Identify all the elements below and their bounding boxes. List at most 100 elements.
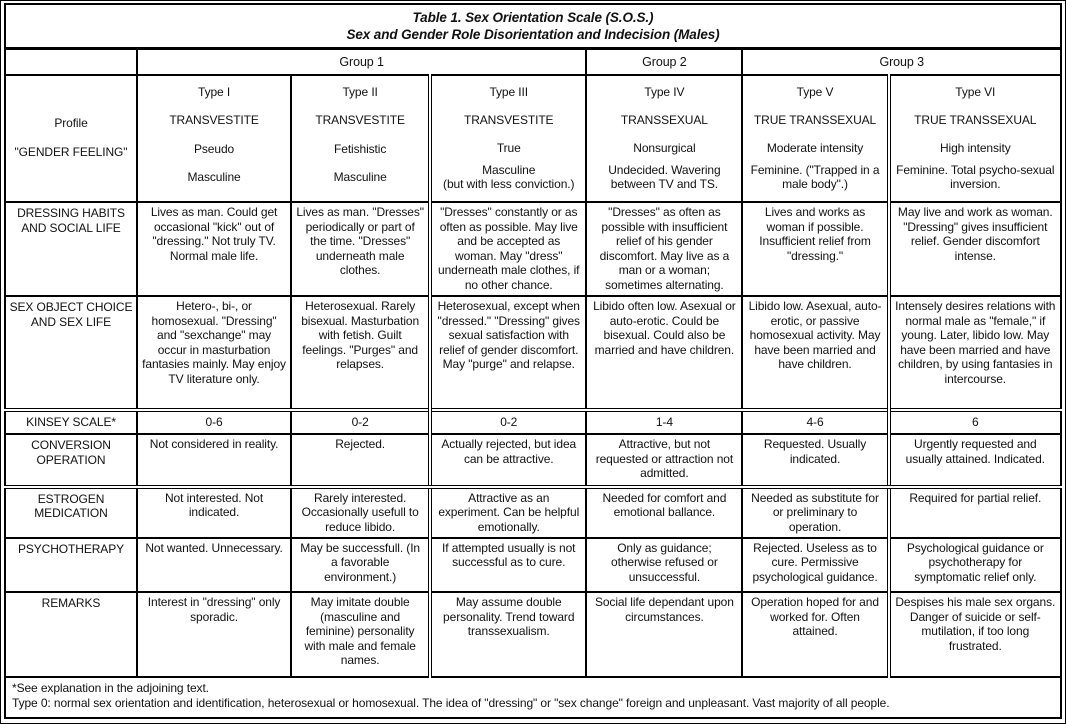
cell-kinsey-type-6: 6 xyxy=(886,407,1063,436)
type-number: Type V xyxy=(796,84,834,99)
gender-feeling-label: "GENDER FEELING" xyxy=(14,144,128,159)
type-subtype: High intensity xyxy=(939,141,1011,156)
cell-psychotherapy-type-3: If attempted usually is not successful a… xyxy=(428,536,588,594)
group-3-header: Group 3 xyxy=(741,47,1062,76)
row-label-kinsey-scale: KINSEY SCALE* xyxy=(4,407,138,436)
title-row: Table 1. Sex Orientation Scale (S.O.S.) … xyxy=(4,3,1062,50)
remarks-row: REMARKS Interest in "dressing" only spor… xyxy=(4,591,1063,679)
cell-kinsey-type-5: 4-6 xyxy=(741,407,890,436)
type-feeling: Undecided. Wavering between TV and TS. xyxy=(608,162,721,192)
sos-table: Table 1. Sex Orientation Scale (S.O.S.) … xyxy=(4,3,1063,719)
cell-dressing-type-1: Lives as man. Could get occasional "kick… xyxy=(135,201,293,298)
profile-row: Profile "GENDER FEELING" Type I TRANSVES… xyxy=(4,73,1063,204)
type-feeling: Feminine. ("Trapped in a male body".) xyxy=(750,162,880,192)
type-subtype: Fetishistic xyxy=(334,141,387,156)
cell-psychotherapy-type-1: Not wanted. Unnecessary. xyxy=(135,536,293,594)
type-number: Type I xyxy=(198,84,231,99)
cell-kinsey-type-1: 0-6 xyxy=(135,407,293,436)
cell-remarks-type-3: May assume double personality. Trend tow… xyxy=(428,591,588,679)
cell-sexobject-type-3: Heterosexual, except when "dressed." "Dr… xyxy=(428,295,588,411)
type-name: TRANSVESTITE xyxy=(463,113,554,128)
group-2-header: Group 2 xyxy=(585,47,744,76)
cell-estrogen-type-1: Not interested. Not indicated. xyxy=(135,485,293,539)
type-number: Type III xyxy=(489,84,529,99)
cell-dressing-type-6: May live and work as woman. "Dressing" g… xyxy=(886,201,1063,298)
type-number: Type VI xyxy=(955,84,996,99)
cell-remarks-type-2: May imitate double (masculine and femini… xyxy=(290,591,432,679)
profile-stack: Type VI TRUE TRANSSEXUAL High intensity … xyxy=(894,77,1057,194)
cell-conversion-type-4: Attractive, but not requested or attract… xyxy=(585,433,744,489)
type-name: TRUE TRANSSEXUAL xyxy=(914,113,1037,128)
type-subtype: Moderate intensity xyxy=(766,141,864,156)
group-1-header: Group 1 xyxy=(135,47,588,76)
row-label-sex-object: SEX OBJECT CHOICE AND SEX LIFE xyxy=(4,295,138,411)
table-title-line2: Sex and Gender Role Disorientation and I… xyxy=(346,27,720,42)
profile-cell-type-1: Type I TRANSVESTITE Pseudo Masculine xyxy=(135,73,293,204)
cell-dressing-type-2: Lives as man. "Dresses" periodically or … xyxy=(290,201,432,298)
estrogen-medication-row: ESTROGEN MEDICATION Not interested. Not … xyxy=(4,485,1063,539)
footnote-type-0: Type 0: normal sex orientation and ident… xyxy=(12,696,890,711)
type-feeling: Masculine (but with less conviction.) xyxy=(443,162,575,192)
type-feeling: Feminine. Total psycho-sexual inversion. xyxy=(896,162,1055,192)
profile-label-spacer-top xyxy=(8,81,134,110)
profile-cell-type-2: Type II TRANSVESTITE Fetishistic Masculi… xyxy=(290,73,432,204)
type-subtype: Pseudo xyxy=(194,141,235,156)
type-feeling: Masculine xyxy=(187,170,241,185)
cell-conversion-type-6: Urgently requested and usually attained.… xyxy=(886,433,1063,489)
profile-label: Profile xyxy=(54,116,88,131)
cell-psychotherapy-type-5: Rejected. Useless as to cure. Permissive… xyxy=(741,536,890,594)
table-title-line1: Table 1. Sex Orientation Scale (S.O.S.) xyxy=(412,10,654,25)
cell-kinsey-type-2: 0-2 xyxy=(290,407,432,436)
profile-label-spacer-bottom xyxy=(8,166,134,195)
cell-conversion-type-2: Rejected. xyxy=(290,433,432,489)
profile-cell-type-4: Type IV TRANSSEXUAL Nonsurgical Undecide… xyxy=(585,73,744,204)
footnote-row: *See explanation in the adjoining text. … xyxy=(4,676,1062,719)
cell-estrogen-type-2: Rarely interested. Occasionally usefull … xyxy=(290,485,432,539)
cell-dressing-type-4: "Dresses" as often as possible with insu… xyxy=(585,201,744,298)
cell-estrogen-type-4: Needed for comfort and emotional ballanc… xyxy=(585,485,744,539)
cell-dressing-type-5: Lives and works as woman if possible. In… xyxy=(741,201,890,298)
footnote-cell: *See explanation in the adjoining text. … xyxy=(4,676,1062,719)
type-subtype: Nonsurgical xyxy=(633,141,696,156)
cell-sexobject-type-2: Heterosexual. Rarely bisexual. Masturbat… xyxy=(290,295,432,411)
row-label-dressing-habits: DRESSING HABITS AND SOCIAL LIFE xyxy=(4,201,138,298)
sex-object-row: SEX OBJECT CHOICE AND SEX LIFE Hetero-, … xyxy=(4,295,1063,411)
type-name: TRANSVESTITE xyxy=(315,113,405,128)
cell-psychotherapy-type-2: May be successfull. (In a favorable envi… xyxy=(290,536,432,594)
group-header-spacer xyxy=(4,47,138,76)
profile-cell-type-5: Type V TRUE TRANSSEXUAL Moderate intensi… xyxy=(741,73,890,204)
profile-cell-type-6: Type VI TRUE TRANSSEXUAL High intensity … xyxy=(886,73,1063,204)
type-feeling: Masculine xyxy=(333,170,387,185)
cell-sexobject-type-6: Intensely desires relations with normal … xyxy=(886,295,1063,411)
group-header-row: Group 1 Group 2 Group 3 xyxy=(4,47,1062,76)
profile-stack: Type I TRANSVESTITE Pseudo Masculine xyxy=(141,77,287,194)
cell-conversion-type-5: Requested. Usually indicated. xyxy=(741,433,890,489)
row-label-profile: Profile "GENDER FEELING" xyxy=(4,73,138,204)
profile-cell-type-3: Type III TRANSVESTITE True Masculine (bu… xyxy=(428,73,588,204)
cell-estrogen-type-3: Attractive as an experiment. Can be help… xyxy=(428,485,588,539)
dressing-habits-row: DRESSING HABITS AND SOCIAL LIFE Lives as… xyxy=(4,201,1063,298)
row-label-estrogen-medication: ESTROGEN MEDICATION xyxy=(4,485,138,539)
cell-estrogen-type-5: Needed as substitute for or preliminary … xyxy=(741,485,890,539)
row-label-conversion-operation: CONVERSION OPERATION xyxy=(4,433,138,489)
cell-conversion-type-3: Actually rejected, but idea can be attra… xyxy=(428,433,588,489)
conversion-operation-row: CONVERSION OPERATION Not considered in r… xyxy=(4,433,1063,489)
type-name: TRANSVESTITE xyxy=(169,113,259,128)
type-name: TRANSSEXUAL xyxy=(620,113,708,128)
cell-sexobject-type-1: Hetero-, bi-, or homosexual. "Dressing" … xyxy=(135,295,293,411)
cell-psychotherapy-type-4: Only as guidance; otherwise refused or u… xyxy=(585,536,744,594)
cell-psychotherapy-type-6: Psychological guidance or psychotherapy … xyxy=(886,536,1063,594)
cell-kinsey-type-4: 1-4 xyxy=(585,407,744,436)
type-number: Type II xyxy=(342,84,378,99)
footnote-asterisk: *See explanation in the adjoining text. xyxy=(12,681,209,696)
cell-remarks-type-6: Despises his male sex organs. Danger of … xyxy=(886,591,1063,679)
profile-stack: Type III TRANSVESTITE True Masculine (bu… xyxy=(435,77,582,194)
kinsey-scale-row: KINSEY SCALE* 0-6 0-2 0-2 1-4 4-6 6 xyxy=(4,407,1063,436)
type-number: Type IV xyxy=(644,84,685,99)
type-name: TRUE TRANSSEXUAL xyxy=(753,113,877,128)
row-label-remarks: REMARKS xyxy=(4,591,138,679)
type-subtype: True xyxy=(496,141,521,156)
cell-estrogen-type-6: Required for partial relief. xyxy=(886,485,1063,539)
cell-kinsey-type-3: 0-2 xyxy=(428,407,588,436)
